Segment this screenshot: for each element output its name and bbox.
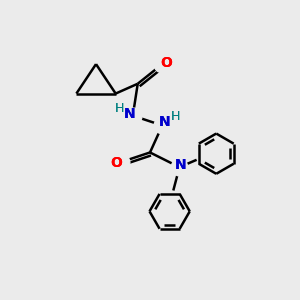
Text: O: O: [161, 56, 172, 70]
Text: H: H: [115, 102, 124, 115]
Text: O: O: [110, 157, 122, 170]
Text: N: N: [159, 115, 170, 129]
Text: N: N: [124, 107, 136, 122]
Text: O: O: [110, 157, 122, 170]
Text: N: N: [175, 158, 187, 172]
Text: H: H: [170, 110, 180, 123]
Text: O: O: [161, 56, 172, 70]
Text: N: N: [175, 158, 187, 172]
Text: N: N: [159, 115, 170, 129]
Text: H: H: [170, 110, 180, 123]
Text: H: H: [115, 102, 124, 115]
Text: N: N: [124, 107, 136, 122]
